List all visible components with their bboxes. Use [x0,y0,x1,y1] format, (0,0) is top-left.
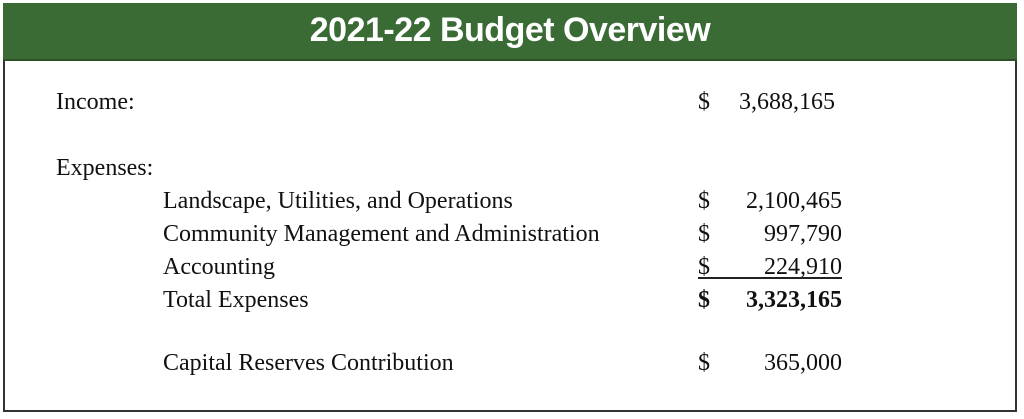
expense-amount: 997,790 [764,221,842,247]
page-title: 2021-22 Budget Overview [309,11,711,49]
total-amount: 3,323,165 [746,287,842,313]
expense-label: Community Management and Administration [163,221,600,247]
income-currency: $ [698,89,710,115]
expense-label: Accounting [163,254,275,280]
subtotal-underline [698,277,842,279]
income-label: Income: [56,89,135,115]
expense-amount: 2,100,465 [746,188,842,214]
expense-label: Landscape, Utilities, and Operations [163,188,513,214]
total-currency: $ [698,287,710,313]
capital-label: Capital Reserves Contribution [163,350,454,376]
expense-currency: $ [698,254,710,280]
capital-amount: 365,000 [764,350,842,376]
expense-amount: 224,910 [764,254,842,280]
expense-currency: $ [698,221,710,247]
capital-currency: $ [698,350,710,376]
header-bar: 2021-22 Budget Overview [3,3,1017,61]
total-expenses-label: Total Expenses [163,287,309,313]
expense-currency: $ [698,188,710,214]
expenses-label: Expenses: [56,155,154,181]
income-amount: 3,688,165 [739,89,835,115]
